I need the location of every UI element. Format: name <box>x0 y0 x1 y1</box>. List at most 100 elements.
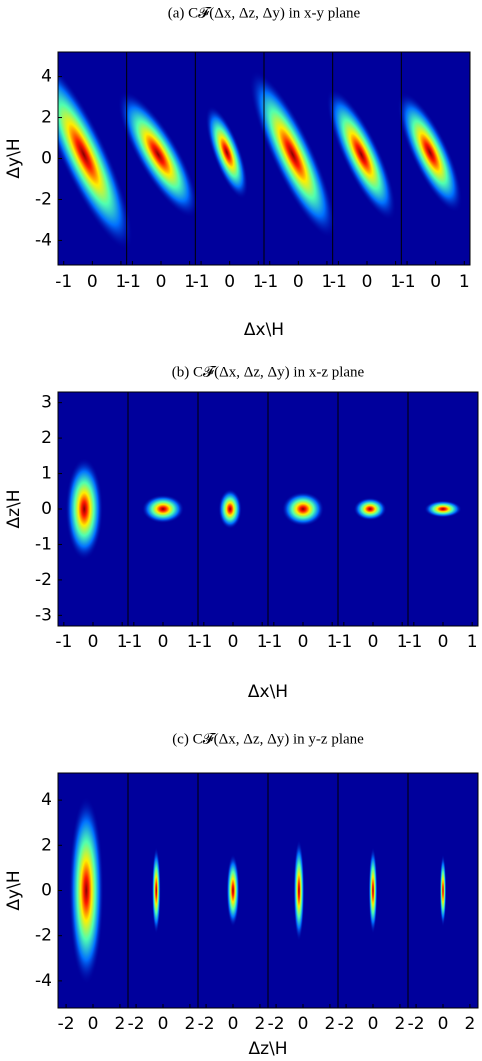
x-tick-label: 0 <box>430 272 441 292</box>
y-tick-label: 4 <box>41 790 52 810</box>
x-tick-label: -2 <box>128 1014 145 1034</box>
x-tick-label: 0 <box>158 1014 169 1034</box>
x-tick-label: 0 <box>228 632 239 652</box>
x-axis-label: Δx\H <box>244 320 284 340</box>
x-tick-label: 1 <box>397 632 408 652</box>
x-tick-label: -2 <box>408 1014 425 1034</box>
x-tick-label: 1 <box>187 632 198 652</box>
x-tick-label: 1 <box>184 272 195 292</box>
y-tick-label: -1 <box>35 534 52 554</box>
correlation-peak <box>218 489 242 529</box>
correlation-peak <box>293 839 305 942</box>
x-tick-label: 1 <box>116 272 127 292</box>
x-tick-label: -1 <box>335 632 352 652</box>
y-tick-label: -3 <box>35 605 52 625</box>
x-tick-label: 0 <box>87 272 98 292</box>
heatmap-area <box>65 457 462 561</box>
correlation-peak <box>151 847 161 934</box>
correlation-peak <box>142 494 184 524</box>
x-tick-label: 1 <box>467 632 478 652</box>
x-axis-label: Δx\H <box>248 682 288 702</box>
x-tick-label: 0 <box>293 272 304 292</box>
x-tick-label: 1 <box>322 272 333 292</box>
y-tick-label: -2 <box>35 570 52 590</box>
x-tick-label: 2 <box>465 1014 476 1034</box>
x-tick-label: 0 <box>368 632 379 652</box>
correlation-peak <box>69 796 104 985</box>
x-tick-label: 0 <box>298 1014 309 1034</box>
x-axis-label: Δz\H <box>248 1039 287 1059</box>
y-tick-label: -4 <box>35 971 52 991</box>
y-tick-label: 2 <box>41 835 52 855</box>
y-tick-label: -2 <box>35 189 52 209</box>
x-tick-label: 0 <box>298 632 309 652</box>
x-tick-label: -2 <box>268 1014 285 1034</box>
x-tick-label: 0 <box>158 632 169 652</box>
correlation-peak <box>58 58 133 250</box>
x-tick-label: 0 <box>438 632 449 652</box>
x-tick-label: -1 <box>193 272 210 292</box>
y-tick-label: -2 <box>35 926 52 946</box>
y-tick-label: 0 <box>41 149 52 169</box>
x-tick-label: 2 <box>325 1014 336 1034</box>
x-tick-label: -1 <box>124 272 141 292</box>
x-tick-label: -2 <box>58 1014 75 1034</box>
correlation-peak <box>353 497 387 521</box>
panel-title: (b) C𝓕(Δx, Δz, Δy) in x-z plane <box>172 364 365 380</box>
y-tick-label: 2 <box>41 428 52 448</box>
y-tick-label: 1 <box>41 464 52 484</box>
panel-title: (c) C𝓕(Δx, Δz, Δy) in y-z plane <box>172 731 364 747</box>
y-axis-label: Δy\H <box>4 870 24 910</box>
y-axis-label: Δz\H <box>4 489 24 528</box>
correlation-peak <box>397 92 463 213</box>
correlation-peak <box>226 854 240 927</box>
correlation-peak <box>205 105 248 199</box>
x-tick-label: 0 <box>88 1014 99 1034</box>
y-tick-label: 0 <box>41 499 52 519</box>
x-tick-label: 0 <box>368 1014 379 1034</box>
x-tick-label: -1 <box>195 632 212 652</box>
x-tick-label: -1 <box>125 632 142 652</box>
x-tick-label: -1 <box>265 632 282 652</box>
x-tick-label: 0 <box>228 1014 239 1034</box>
x-tick-label: 0 <box>438 1014 449 1034</box>
x-tick-label: 0 <box>88 632 99 652</box>
x-tick-label: -2 <box>338 1014 355 1034</box>
x-tick-label: -2 <box>198 1014 215 1034</box>
x-tick-label: -1 <box>55 272 72 292</box>
correlation-peak <box>282 491 324 527</box>
correlation-peak <box>117 91 199 218</box>
heatmap-area <box>58 58 463 250</box>
x-tick-label: -1 <box>399 272 416 292</box>
x-tick-label: 0 <box>224 272 235 292</box>
x-tick-label: 1 <box>257 632 268 652</box>
x-tick-label: 2 <box>115 1014 126 1034</box>
correlation-peak <box>368 847 378 934</box>
correlation-peak <box>439 854 447 927</box>
correlation-peak <box>249 70 336 239</box>
correlation-peak <box>65 457 103 561</box>
x-tick-label: -1 <box>261 272 278 292</box>
y-tick-label: -4 <box>35 230 52 250</box>
x-tick-label: 1 <box>327 632 338 652</box>
x-tick-label: 1 <box>117 632 128 652</box>
x-tick-label: 2 <box>395 1014 406 1034</box>
y-axis-label: Δy\H <box>4 138 24 178</box>
y-tick-label: 4 <box>41 67 52 87</box>
x-tick-label: -1 <box>405 632 422 652</box>
correlation-peak <box>424 500 462 518</box>
x-tick-label: 1 <box>459 272 470 292</box>
y-tick-label: 3 <box>41 393 52 413</box>
x-tick-label: 1 <box>390 272 401 292</box>
x-tick-label: 2 <box>185 1014 196 1034</box>
x-tick-label: -1 <box>330 272 347 292</box>
heatmap-area <box>69 796 447 985</box>
y-tick-label: 2 <box>41 108 52 128</box>
x-tick-label: 2 <box>255 1014 266 1034</box>
x-tick-label: 0 <box>156 272 167 292</box>
x-tick-label: 0 <box>362 272 373 292</box>
y-tick-label: 0 <box>41 881 52 901</box>
panel-title: (a) C𝓕(Δx, Δz, Δy) in x-y plane <box>168 5 361 21</box>
correlation-peak <box>326 88 396 221</box>
